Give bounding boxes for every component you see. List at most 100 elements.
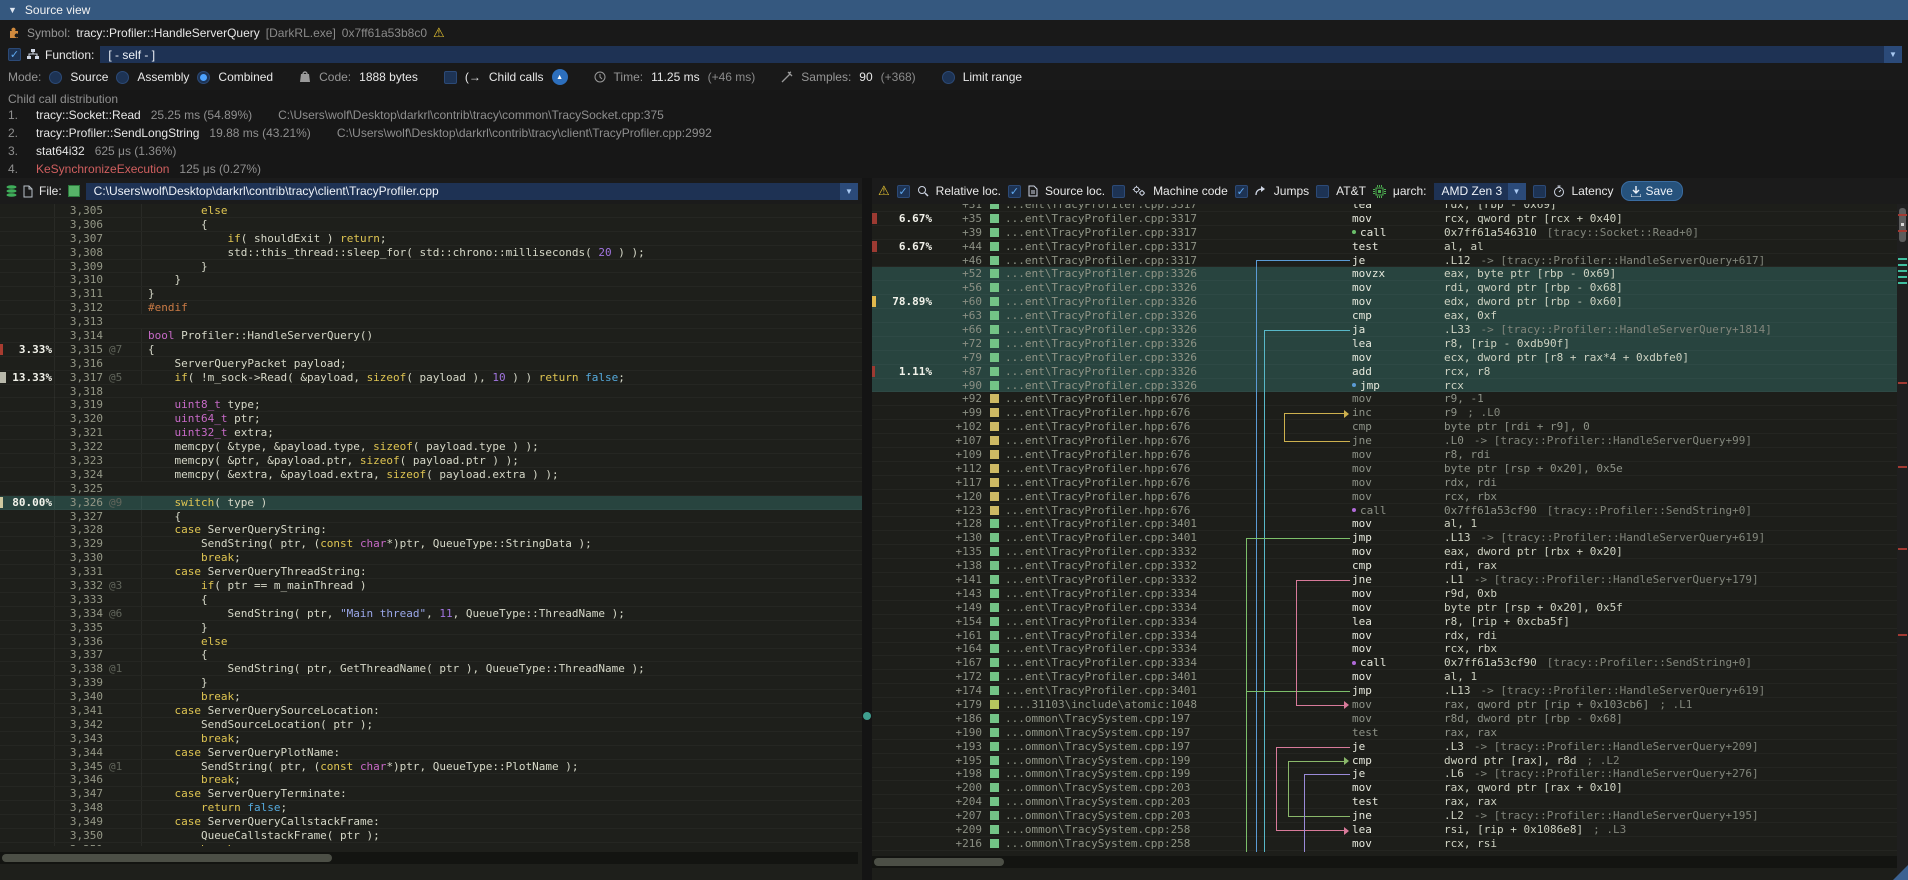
- mode-source-radio[interactable]: [49, 70, 63, 84]
- asm-row[interactable]: +112 ...ent\TracyProfiler.hpp:676 mov byte …: [872, 462, 1897, 476]
- asm-row[interactable]: +198 ...ommon\TracySystem.cpp:199 je .L6 -> …: [872, 767, 1897, 782]
- asm-row[interactable]: +207 ...ommon\TracySystem.cpp:203 jne .L2 ->…: [872, 809, 1897, 823]
- source-line-row[interactable]: 3,329 SendString( ptr, (const char*)ptr,…: [0, 537, 862, 551]
- source-hscrollbar[interactable]: [0, 852, 858, 864]
- asm-row[interactable]: 78.89% +60 ...ent\TracyProfiler.cpp:3326 mo…: [872, 295, 1897, 310]
- collapse-icon[interactable]: ▼: [8, 5, 17, 15]
- asm-row[interactable]: +172 ...ent\TracyProfiler.cpp:3401 mov al, …: [872, 670, 1897, 684]
- asm-row[interactable]: +90 ...ent\TracyProfiler.cpp:3326 jmp rcx: [872, 379, 1897, 393]
- source-line-row[interactable]: 3,339 }: [0, 676, 862, 690]
- limit-range-checkbox[interactable]: [941, 70, 955, 84]
- source-line-row[interactable]: 3,331 case ServerQueryThreadString:: [0, 565, 862, 579]
- asm-vscrollbar-thumb[interactable]: [1899, 208, 1906, 242]
- machine-code-checkbox[interactable]: ✓: [1112, 184, 1126, 198]
- mode-assembly-radio[interactable]: [116, 70, 130, 84]
- source-line-row[interactable]: 80.00% 3,326 @9 switch( type ): [0, 495, 862, 510]
- source-line-row[interactable]: 3,328 case ServerQueryString:: [0, 523, 862, 537]
- function-checkbox[interactable]: ✓: [8, 48, 21, 61]
- asm-row[interactable]: +109 ...ent\TracyProfiler.hpp:676 mov r8, r…: [872, 448, 1897, 462]
- source-line-row[interactable]: 3,318: [0, 384, 862, 399]
- source-hscrollbar-thumb[interactable]: [2, 854, 332, 862]
- pane-splitter[interactable]: [862, 178, 872, 880]
- asm-row[interactable]: +204 ...ommon\TracySystem.cpp:203 test rax,…: [872, 795, 1897, 809]
- source-line-row[interactable]: 3,336 else: [0, 634, 862, 649]
- asm-row[interactable]: +92 ...ent\TracyProfiler.hpp:676 mov r9, -1: [872, 392, 1897, 406]
- att-checkbox[interactable]: ✓: [1316, 184, 1330, 198]
- source-line-row[interactable]: 3,313: [0, 315, 862, 329]
- function-combo-arrow-icon[interactable]: ▼: [1884, 46, 1902, 63]
- asm-row[interactable]: 6.67% +35 ...ent\TracyProfiler.cpp:3317 mov…: [872, 212, 1897, 226]
- asm-row[interactable]: +164 ...ent\TracyProfiler.cpp:3334 mov rcx,…: [872, 642, 1897, 657]
- source-line-row[interactable]: 3,344 case ServerQueryPlotName:: [0, 745, 862, 760]
- source-line-row[interactable]: 13.33% 3,317 @5 if( !m_sock->Read( &payloa…: [0, 370, 862, 385]
- asm-row[interactable]: +63 ...ent\TracyProfiler.cpp:3326 cmp eax, …: [872, 309, 1897, 324]
- file-combo[interactable]: C:\Users\wolf\Desktop\darkrl\contrib\tra…: [85, 182, 858, 200]
- file-combo-arrow-icon[interactable]: ▼: [840, 182, 858, 200]
- source-line-row[interactable]: 3,306 {: [0, 217, 862, 232]
- source-line-row[interactable]: 3,309 }: [0, 259, 862, 274]
- asm-hscrollbar[interactable]: [872, 856, 1897, 868]
- asm-row[interactable]: +167 ...ent\TracyProfiler.cpp:3334 call 0x7…: [872, 656, 1897, 670]
- source-line-row[interactable]: 3,349 case ServerQueryCallstackFrame:: [0, 815, 862, 829]
- asm-row[interactable]: +149 ...ent\TracyProfiler.cpp:3334 mov byte…: [872, 601, 1897, 615]
- asm-row[interactable]: +31 ...ent\TracyProfiler.cpp:3317 lea rdx, …: [872, 204, 1897, 212]
- asm-vscrollbar[interactable]: [1897, 204, 1908, 880]
- asm-row[interactable]: +193 ...ommon\TracySystem.cpp:197 je .L3 -> …: [872, 740, 1897, 754]
- source-line-row[interactable]: 3,338 @1 SendString( ptr, GetThreadName( …: [0, 662, 862, 676]
- source-line-row[interactable]: 3,333 {: [0, 592, 862, 607]
- child-calls-checkbox[interactable]: ✓: [443, 70, 457, 84]
- asm-row[interactable]: +102 ...ent\TracyProfiler.hpp:676 cmp byte …: [872, 420, 1897, 434]
- function-combo[interactable]: [ - self - ] ▼: [100, 46, 1902, 63]
- asm-row[interactable]: +161 ...ent\TracyProfiler.cpp:3334 mov rdx,…: [872, 629, 1897, 643]
- asm-row[interactable]: +174 ...ent\TracyProfiler.cpp:3401 jmp .L13…: [872, 684, 1897, 698]
- asm-row[interactable]: +135 ...ent\TracyProfiler.cpp:3332 mov eax,…: [872, 545, 1897, 559]
- asm-row[interactable]: +190 ...ommon\TracySystem.cpp:197 test rax,…: [872, 726, 1897, 740]
- child-call-item[interactable]: 2. tracy::Profiler::SendLongString 19.88 m…: [0, 124, 1908, 142]
- save-button[interactable]: Save: [1620, 181, 1683, 201]
- source-line-row[interactable]: 3,348 return false;: [0, 801, 862, 815]
- asm-row[interactable]: 1.11% +87 ...ent\TracyProfiler.cpp:3326 add…: [872, 365, 1897, 379]
- source-line-row[interactable]: 3,347 case ServerQueryTerminate:: [0, 787, 862, 801]
- source-line-row[interactable]: 3,321 uint32_t extra;: [0, 426, 862, 440]
- source-line-row[interactable]: 3,323 memcpy( &ptr, &payload.ptr, sizeof…: [0, 453, 862, 468]
- relative-loc-checkbox[interactable]: ✓: [896, 184, 910, 198]
- source-line-row[interactable]: 3.33% 3,315 @7 {: [0, 342, 862, 357]
- child-call-item[interactable]: 3. stat64i32 625 μs (1.36%): [0, 142, 1908, 160]
- source-line-row[interactable]: 3,332 @3 if( ptr == m_mainThread ): [0, 579, 862, 593]
- asm-row[interactable]: +186 ...ommon\TracySystem.cpp:197 mov r8d, …: [872, 712, 1897, 726]
- source-line-row[interactable]: 3,324 memcpy( &extra, &payload.extra, si…: [0, 467, 862, 482]
- source-line-row[interactable]: 3,327 {: [0, 509, 862, 524]
- latency-checkbox[interactable]: ✓: [1532, 184, 1546, 198]
- source-line-row[interactable]: 3,351 break;: [0, 842, 862, 846]
- uarch-combo[interactable]: AMD Zen 3 ▼: [1433, 182, 1526, 200]
- source-line-row[interactable]: 3,345 @1 SendString( ptr, (const char*)pt…: [0, 759, 862, 774]
- source-line-row[interactable]: 3,319 uint8_t type;: [0, 398, 862, 412]
- source-line-row[interactable]: 3,350 QueueCallstackFrame( ptr );: [0, 829, 862, 843]
- asm-row[interactable]: +52 ...ent\TracyProfiler.cpp:3326 movzx eax…: [872, 267, 1897, 282]
- source-line-row[interactable]: 3,343 break;: [0, 731, 862, 746]
- source-line-row[interactable]: 3,337 {: [0, 648, 862, 663]
- asm-row[interactable]: +179 ....31103\include\atomic:1048 mov rax,…: [872, 698, 1897, 712]
- source-line-row[interactable]: 3,335 }: [0, 620, 862, 635]
- source-line-row[interactable]: 3,305 else: [0, 204, 862, 218]
- source-line-row[interactable]: 3,311}: [0, 287, 862, 301]
- asm-row[interactable]: +195 ...ommon\TracySystem.cpp:199 cmp dword…: [872, 754, 1897, 768]
- source-line-row[interactable]: 3,322 memcpy( &type, &payload.type, size…: [0, 440, 862, 454]
- source-line-row[interactable]: 3,341 case ServerQuerySourceLocation:: [0, 704, 862, 718]
- asm-row[interactable]: +200 ...ommon\TracySystem.cpp:203 mov rax, …: [872, 781, 1897, 795]
- asm-row[interactable]: +107 ...ent\TracyProfiler.hpp:676 jne .L0 ->…: [872, 434, 1897, 448]
- source-line-row[interactable]: 3,307 if( shouldExit ) return;: [0, 231, 862, 246]
- source-line-row[interactable]: 3,342 SendSourceLocation( ptr );: [0, 717, 862, 732]
- source-line-row[interactable]: 3,334 @6 SendString( ptr, "Main thread", …: [0, 606, 862, 621]
- expand-up-button[interactable]: ▲: [551, 69, 568, 85]
- asm-hscrollbar-thumb[interactable]: [874, 858, 1004, 866]
- asm-row[interactable]: +128 ...ent\TracyProfiler.cpp:3401 mov al, …: [872, 517, 1897, 531]
- child-call-item[interactable]: 4. KeSynchronizeExecution 125 μs (0.27%): [0, 160, 1908, 178]
- asm-row[interactable]: +56 ...ent\TracyProfiler.cpp:3326 mov rdi, …: [872, 281, 1897, 296]
- asm-row[interactable]: +143 ...ent\TracyProfiler.cpp:3334 mov r9d,…: [872, 587, 1897, 601]
- asm-row[interactable]: +39 ...ent\TracyProfiler.cpp:3317 call 0x7f…: [872, 226, 1897, 240]
- source-line-row[interactable]: 3,340 break;: [0, 690, 862, 704]
- asm-row[interactable]: +130 ...ent\TracyProfiler.cpp:3401 jmp .L13…: [872, 531, 1897, 545]
- splitter-handle[interactable]: [863, 712, 871, 720]
- source-line-row[interactable]: 3,330 break;: [0, 551, 862, 565]
